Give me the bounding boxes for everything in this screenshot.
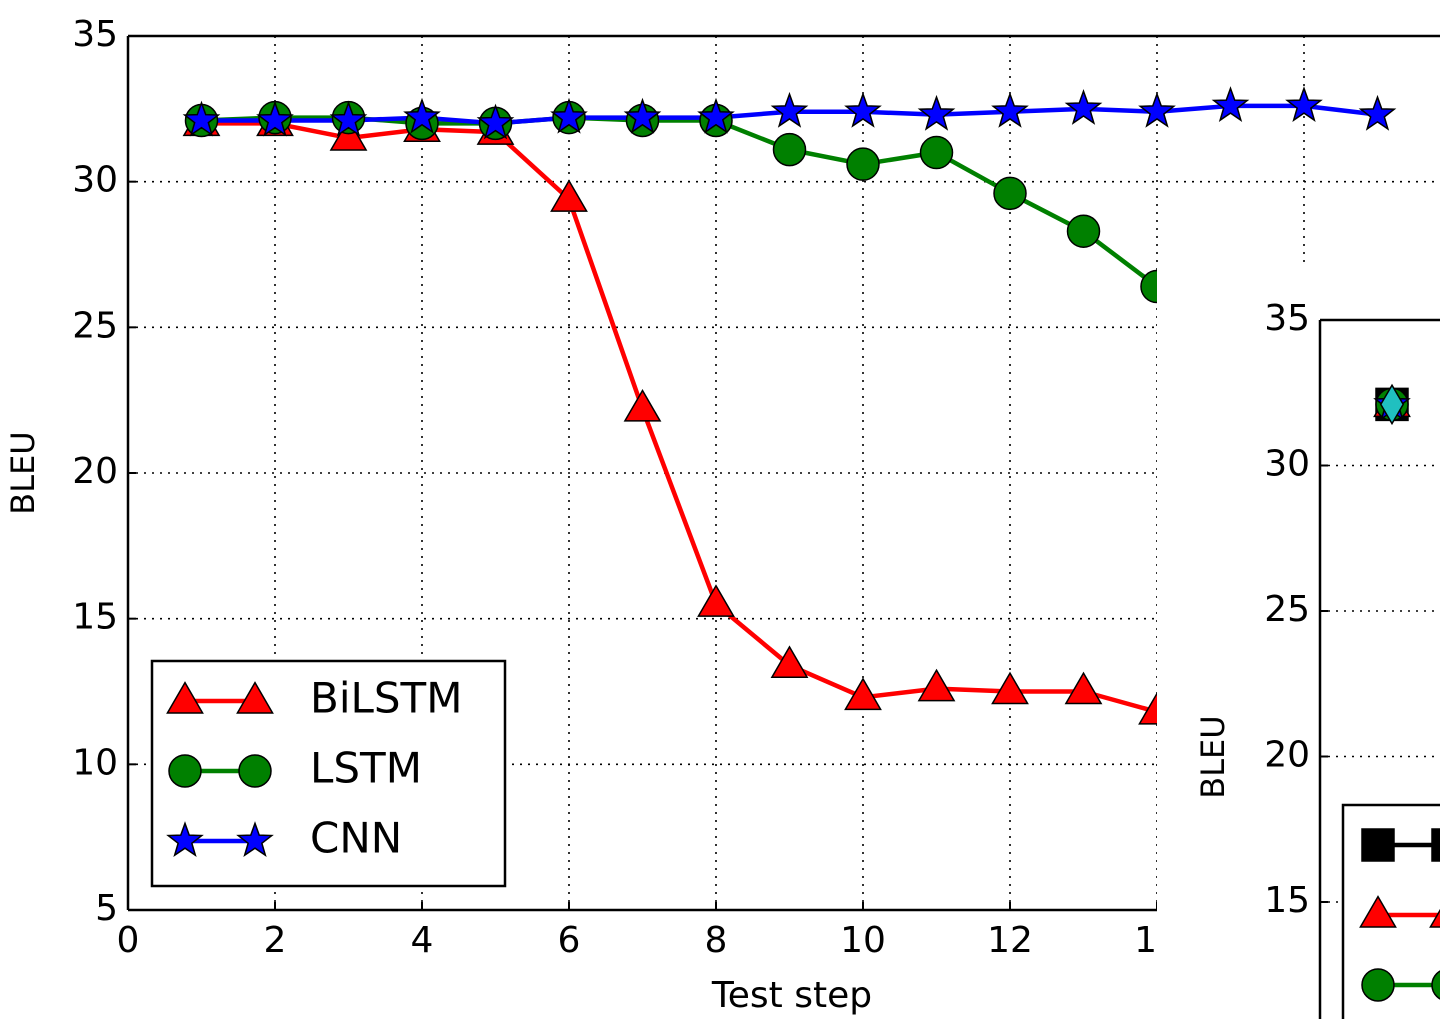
x-axis-label: Test step <box>711 975 872 1016</box>
marker <box>697 97 735 134</box>
y-axis-label: BLEU <box>4 431 42 514</box>
marker <box>623 389 662 422</box>
y-tick-label: 5 <box>95 888 118 929</box>
y-tick-label: 25 <box>72 305 118 346</box>
marker <box>256 100 294 137</box>
x-tick-label: 0 <box>117 920 140 961</box>
marker <box>772 132 807 167</box>
y-tick-label: 15 <box>1264 880 1310 921</box>
legend-marker <box>1361 968 1395 1002</box>
legend-marker <box>168 754 202 788</box>
legend-marker <box>1359 895 1397 928</box>
marker <box>1064 89 1103 125</box>
legend-marker <box>166 821 204 858</box>
series-line <box>201 121 1158 715</box>
x-tick-label: 6 <box>558 920 581 961</box>
marker <box>991 671 1029 705</box>
legend-marker <box>1431 828 1440 862</box>
marker <box>917 668 956 702</box>
marker <box>1138 91 1176 128</box>
x-tick-label: 4 <box>411 920 434 961</box>
marker <box>844 91 882 128</box>
x-tick-label: 10 <box>840 920 886 961</box>
marker <box>993 176 1027 211</box>
y-tick-label: 30 <box>1264 444 1310 485</box>
marker <box>846 147 880 181</box>
y-tick-label: 10 <box>72 742 118 783</box>
x-tick-label: 12 <box>987 920 1033 961</box>
legend-marker <box>1361 828 1395 862</box>
marker <box>1066 214 1101 248</box>
marker <box>476 103 515 140</box>
legend-marker <box>1431 970 1440 1000</box>
marker <box>550 97 588 134</box>
marker <box>697 584 735 617</box>
y-tick-label: 35 <box>1264 298 1310 339</box>
marker <box>1379 383 1405 426</box>
legend-marker <box>236 681 274 714</box>
marker <box>329 118 368 151</box>
marker <box>770 645 809 679</box>
marker <box>991 91 1029 128</box>
marker <box>1064 671 1103 705</box>
marker <box>1211 86 1250 122</box>
marker <box>403 97 441 134</box>
marker <box>1358 94 1397 131</box>
y-tick-label: 15 <box>72 597 118 638</box>
marker <box>844 677 882 711</box>
legend-label: LSTM <box>310 744 422 793</box>
marker <box>550 179 588 212</box>
legend-marker <box>238 754 272 788</box>
y-tick-label: 35 <box>72 14 118 55</box>
y-tick-label: 25 <box>1264 589 1310 630</box>
x-tick-label: 2 <box>264 920 287 961</box>
marker <box>770 91 809 128</box>
marker <box>329 100 368 137</box>
legend-marker <box>1429 908 1440 928</box>
x-tick-label: 8 <box>705 920 728 961</box>
y-tick-label: 20 <box>1264 735 1310 776</box>
legend-label: BiLSTM <box>310 674 462 723</box>
legend-label: CNN <box>310 814 402 863</box>
legend-box <box>150 659 507 888</box>
marker <box>182 100 221 137</box>
marker <box>1285 86 1323 122</box>
legend-marker <box>236 821 274 858</box>
y-tick-label: 30 <box>72 160 118 201</box>
y-axis-label: BLEU <box>1194 715 1232 798</box>
marker <box>919 135 954 170</box>
marker <box>917 94 956 131</box>
legend-marker <box>166 681 204 714</box>
y-tick-label: 20 <box>72 451 118 492</box>
marker <box>623 97 662 134</box>
